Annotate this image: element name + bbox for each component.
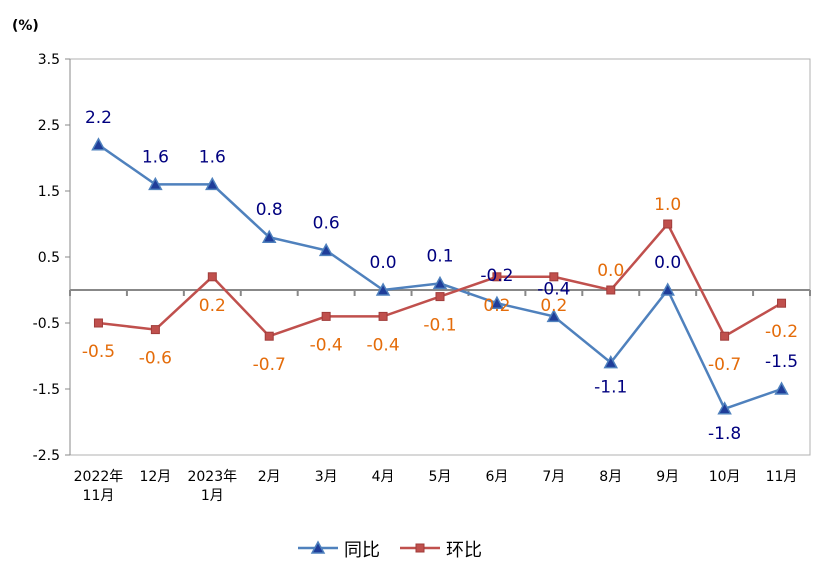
data-label: 0.2	[199, 296, 226, 316]
data-label: 2.2	[85, 108, 112, 128]
data-label: -0.2	[765, 322, 798, 342]
data-label: 0.2	[540, 296, 567, 316]
x-tick-label: 7月	[542, 469, 565, 485]
data-label: -0.4	[366, 335, 399, 355]
data-label: -0.5	[82, 342, 115, 362]
data-point-square	[435, 292, 445, 302]
data-point-triangle	[148, 176, 163, 191]
data-point-triangle	[91, 137, 106, 151]
data-label: 0.2	[483, 296, 510, 316]
x-tick-label: 3月	[315, 469, 338, 485]
data-point-square	[720, 331, 730, 341]
x-tick-label: 4月	[372, 469, 395, 485]
data-label: 1.0	[654, 195, 681, 215]
data-label: 1.6	[199, 147, 226, 167]
data-label: 0.8	[256, 200, 283, 220]
data-point-square	[606, 285, 616, 295]
y-tick-label: 2.5	[38, 118, 60, 134]
data-point-square	[150, 325, 160, 335]
legend-label: 环比	[446, 540, 482, 561]
x-tick-label: 11月	[83, 488, 115, 504]
data-label: -0.4	[310, 335, 343, 355]
x-tick-label: 10月	[709, 469, 741, 485]
data-point-triangle	[660, 282, 675, 296]
x-tick-label: 6月	[485, 469, 508, 485]
data-point-square	[663, 219, 673, 229]
data-point-square	[492, 272, 502, 282]
data-point-triangle	[375, 282, 391, 296]
data-point-triangle	[261, 229, 277, 243]
data-label: -1.8	[708, 424, 741, 444]
x-tick-label: 12月	[139, 469, 171, 485]
data-point-triangle	[546, 308, 562, 323]
data-label: -0.6	[139, 349, 172, 369]
data-label: 0.0	[654, 253, 681, 273]
data-point-triangle	[717, 401, 732, 415]
data-point-square	[777, 298, 787, 308]
data-label: 0.0	[597, 261, 624, 281]
x-tick-label: 2022年	[74, 469, 124, 485]
legend-label: 同比	[344, 540, 380, 561]
data-point-square	[549, 272, 559, 282]
data-point-square	[264, 331, 274, 341]
data-point-triangle	[774, 381, 789, 395]
x-tick-label: 1月	[201, 488, 224, 504]
y-tick-label: 3.5	[38, 52, 60, 68]
data-label: -1.5	[765, 352, 798, 372]
data-point-triangle	[432, 275, 448, 290]
data-label: -0.7	[253, 355, 286, 375]
y-tick-label: -1.5	[33, 382, 60, 398]
data-point-triangle	[318, 242, 334, 257]
data-label: 0.0	[370, 253, 397, 273]
data-point-triangle	[310, 540, 326, 554]
data-point-triangle	[489, 295, 505, 309]
x-tick-label: 2023年	[187, 469, 237, 485]
data-point-triangle	[205, 176, 220, 191]
data-label: 1.6	[142, 147, 169, 167]
y-tick-label: -0.5	[33, 316, 60, 332]
data-label: -0.4	[537, 279, 570, 299]
data-label: -0.7	[708, 355, 741, 375]
data-label: 0.1	[426, 246, 453, 266]
data-point-square	[378, 311, 388, 321]
data-label: 0.6	[313, 213, 340, 233]
data-point-square	[415, 543, 425, 553]
x-tick-label: 9月	[656, 469, 679, 485]
data-point-square	[321, 311, 331, 321]
data-point-square	[93, 318, 103, 328]
unit-label: (%)	[12, 18, 39, 34]
x-tick-label: 5月	[429, 469, 452, 485]
data-label: -0.2	[480, 266, 513, 286]
y-tick-label: 1.5	[38, 184, 60, 200]
x-tick-label: 11月	[766, 469, 798, 485]
x-tick-label: 2月	[258, 469, 281, 485]
data-label: -1.1	[594, 378, 627, 398]
x-tick-label: 8月	[599, 469, 622, 485]
data-point-triangle	[603, 355, 619, 369]
y-tick-label: 0.5	[38, 250, 60, 266]
data-point-square	[207, 272, 217, 282]
data-label: -0.1	[423, 316, 456, 336]
y-tick-label: -2.5	[33, 448, 60, 464]
